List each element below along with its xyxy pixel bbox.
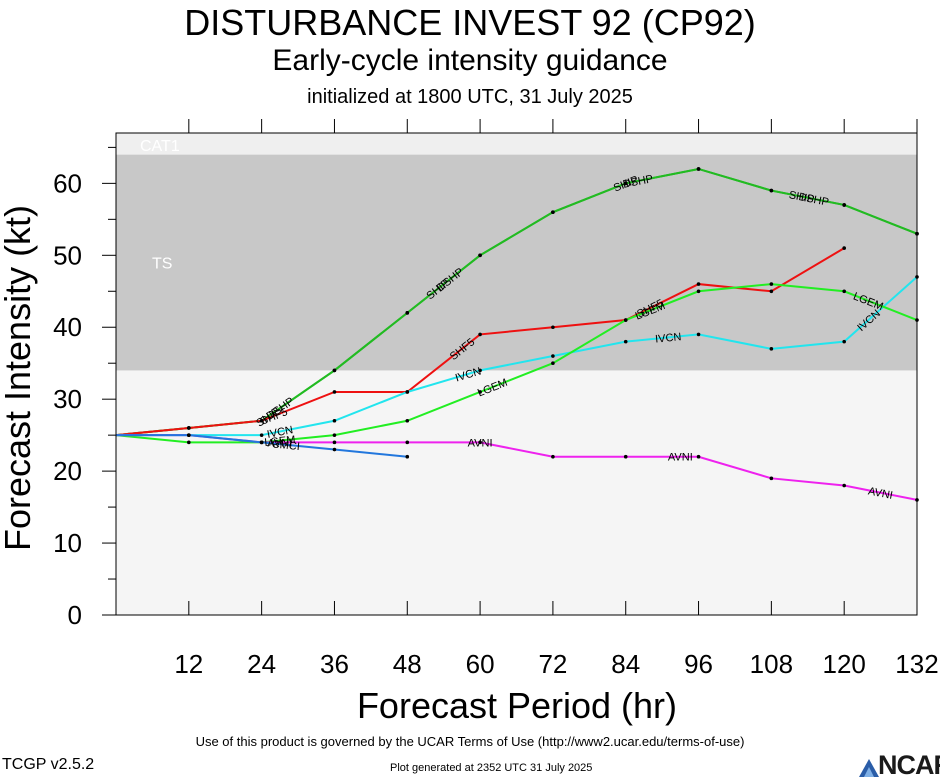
series-label-avni: AVNI bbox=[267, 437, 292, 449]
terms-of-use-notice: Use of this product is governed by the U… bbox=[195, 734, 745, 749]
x-tick-label: 12 bbox=[174, 649, 203, 679]
band-ts bbox=[116, 154, 917, 371]
series-label-ivcn: IVCN bbox=[655, 331, 682, 346]
data-point-lgem bbox=[623, 318, 628, 322]
x-tick-label: 72 bbox=[538, 649, 567, 679]
data-point-cmci bbox=[259, 440, 264, 445]
data-point-ivcn bbox=[405, 390, 410, 394]
data-point-avni bbox=[478, 440, 482, 445]
band-cat1 bbox=[116, 133, 917, 155]
series-label-ivcn: IVCN bbox=[266, 424, 294, 441]
data-point-shf5 bbox=[696, 282, 701, 286]
data-point-lgem bbox=[769, 282, 774, 286]
x-tick-label: 60 bbox=[466, 649, 495, 679]
x-tick-label: 96 bbox=[684, 649, 713, 679]
data-point-ivcn bbox=[551, 354, 555, 358]
series-label-ship: SHIP bbox=[788, 189, 816, 206]
data-point-shf5 bbox=[842, 246, 846, 250]
data-point-ivcn bbox=[769, 347, 774, 351]
data-point-avni bbox=[332, 440, 337, 445]
data-point-cmci bbox=[405, 454, 410, 459]
product-version: TCGP v2.5.2 bbox=[2, 756, 95, 773]
data-point-ship bbox=[332, 368, 337, 373]
x-tick-label: 36 bbox=[320, 649, 349, 679]
data-point-avni bbox=[405, 440, 410, 445]
ncar-logo: NCAR bbox=[858, 750, 940, 780]
y-tick-label: 20 bbox=[53, 456, 82, 486]
ncar-logo-mark bbox=[859, 759, 879, 777]
data-point-lgem bbox=[405, 418, 410, 423]
data-point-ship bbox=[551, 210, 555, 214]
data-point-lgem bbox=[842, 289, 846, 294]
chart-subtitle: Early-cycle intensity guidance bbox=[272, 44, 668, 77]
data-point-ivcn bbox=[259, 433, 264, 437]
series-line-lgem bbox=[115, 283, 918, 444]
data-point-ship bbox=[405, 311, 410, 315]
series-label-avni: AVNI bbox=[668, 452, 693, 464]
y-tick-label: 60 bbox=[53, 168, 82, 198]
data-point-ivcn bbox=[623, 339, 628, 344]
data-point-ship bbox=[623, 181, 628, 186]
data-point-ship bbox=[842, 203, 846, 207]
x-tick-label: 24 bbox=[247, 649, 276, 679]
band-label-cat1: CAT1 bbox=[140, 138, 180, 155]
data-point-shf5 bbox=[478, 332, 482, 337]
initialization-time: initialized at 1800 UTC, 31 July 2025 bbox=[307, 86, 633, 108]
x-tick-label: 48 bbox=[393, 649, 422, 679]
data-point-ship bbox=[478, 253, 482, 258]
y-axis-title: Forecast Intensity (kt) bbox=[0, 205, 38, 551]
data-point-lgem bbox=[696, 289, 701, 294]
plot-frame bbox=[115, 132, 918, 616]
x-axis-title: Forecast Period (hr) bbox=[357, 685, 677, 726]
x-tick-label: 132 bbox=[895, 649, 938, 679]
data-point-ivcn bbox=[478, 368, 482, 373]
data-point-avni bbox=[551, 454, 555, 459]
series-label-avni: AVNI bbox=[867, 485, 894, 502]
data-point-shf5 bbox=[551, 325, 555, 330]
data-point-lgem bbox=[478, 390, 482, 394]
chart-title: DISTURBANCE INVEST 92 (CP92) bbox=[184, 2, 756, 43]
data-point-shf5 bbox=[259, 418, 264, 423]
y-tick-label: 10 bbox=[53, 528, 82, 558]
ncar-logo-text: NCAR bbox=[878, 750, 940, 780]
data-point-avni bbox=[769, 476, 774, 481]
series-label-lgem: LGEM bbox=[264, 434, 296, 449]
x-tick-label: 84 bbox=[611, 649, 640, 679]
y-tick-label: 40 bbox=[53, 312, 82, 342]
y-tick-label: 30 bbox=[53, 384, 82, 414]
series-line-ivcn bbox=[116, 276, 918, 437]
data-point-avni bbox=[842, 483, 846, 488]
data-point-cmci bbox=[332, 447, 337, 452]
generated-timestamp: Plot generated at 2352 UTC 31 July 2025 bbox=[390, 762, 593, 774]
data-point-shf5 bbox=[769, 289, 774, 294]
data-point-avni bbox=[623, 454, 628, 459]
data-point-lgem bbox=[332, 433, 337, 437]
data-point-shf5 bbox=[332, 390, 337, 394]
data-point-cmci bbox=[187, 433, 191, 437]
data-point-ivcn bbox=[696, 332, 701, 337]
x-tick-label: 120 bbox=[822, 649, 865, 679]
data-point-ship bbox=[696, 167, 701, 171]
band-label-ts: TS bbox=[152, 255, 172, 272]
series-label-dshp: DSHP bbox=[797, 191, 829, 209]
y-tick-label: 0 bbox=[68, 600, 82, 630]
data-point-avni bbox=[696, 454, 701, 459]
data-point-lgem bbox=[551, 361, 555, 366]
series-label-avni: AVNI bbox=[468, 437, 493, 449]
data-point-ship bbox=[769, 188, 774, 193]
data-point-ivcn bbox=[332, 418, 337, 423]
series-label-cmci: CMCI bbox=[271, 438, 300, 453]
y-tick-label: 50 bbox=[53, 240, 82, 270]
x-tick-label: 108 bbox=[750, 649, 793, 679]
data-point-ivcn bbox=[842, 339, 846, 344]
data-point-shf5 bbox=[187, 426, 191, 430]
series-label-dshp: DSHP bbox=[622, 173, 654, 191]
data-point-lgem bbox=[187, 440, 191, 445]
